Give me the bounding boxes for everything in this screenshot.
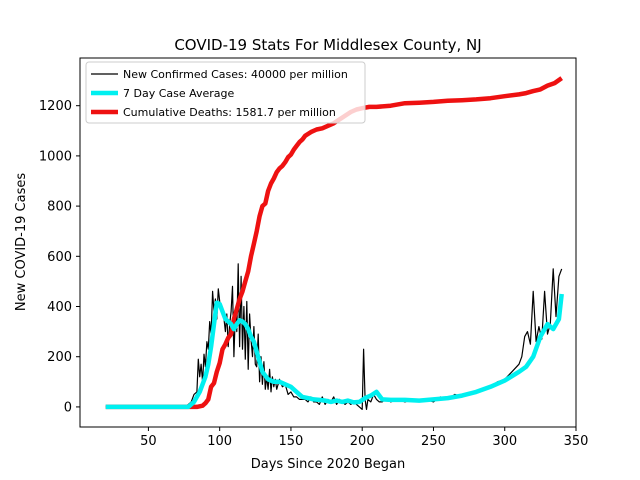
legend-item-7day-average-label: 7 Day Case Average bbox=[123, 87, 235, 100]
chart-title: COVID-19 Stats For Middlesex County, NJ bbox=[174, 36, 481, 54]
y-tick-label: 0 bbox=[64, 400, 72, 415]
y-tick-label: 400 bbox=[47, 300, 72, 315]
x-tick-label: 100 bbox=[207, 434, 232, 449]
legend-item-new-cases-label: New Confirmed Cases: 40000 per million bbox=[123, 68, 348, 81]
y-tick-label: 1200 bbox=[39, 99, 72, 114]
y-axis: 0 200 400 600 800 1000 1200 bbox=[39, 99, 80, 415]
x-tick-label: 200 bbox=[350, 434, 375, 449]
legend-item-cumulative-deaths-label: Cumulative Deaths: 1581.7 per million bbox=[123, 106, 336, 119]
y-axis-label: New COVID-19 Cases bbox=[14, 173, 29, 311]
y-tick-label: 200 bbox=[47, 350, 72, 365]
series-7day-average-line bbox=[105, 293, 564, 410]
x-tick-label: 300 bbox=[492, 434, 517, 449]
y-tick-label: 1000 bbox=[39, 149, 72, 164]
x-axis-label: Days Since 2020 Began bbox=[251, 457, 406, 472]
series-cumulative-deaths-line bbox=[105, 76, 563, 410]
legend-box bbox=[85, 61, 366, 124]
y-tick-label: 800 bbox=[47, 200, 72, 215]
axes-frame bbox=[79, 57, 577, 428]
plot-area bbox=[105, 76, 564, 410]
x-tick-label: 350 bbox=[564, 434, 589, 449]
x-tick-label: 250 bbox=[421, 434, 446, 449]
legend: New Confirmed Cases: 40000 per million 7 … bbox=[85, 61, 366, 124]
x-tick-label: 150 bbox=[279, 434, 304, 449]
x-axis: 50 100 150 200 250 300 350 bbox=[140, 427, 588, 449]
y-tick-label: 600 bbox=[47, 250, 72, 265]
x-tick-label: 50 bbox=[140, 434, 157, 449]
